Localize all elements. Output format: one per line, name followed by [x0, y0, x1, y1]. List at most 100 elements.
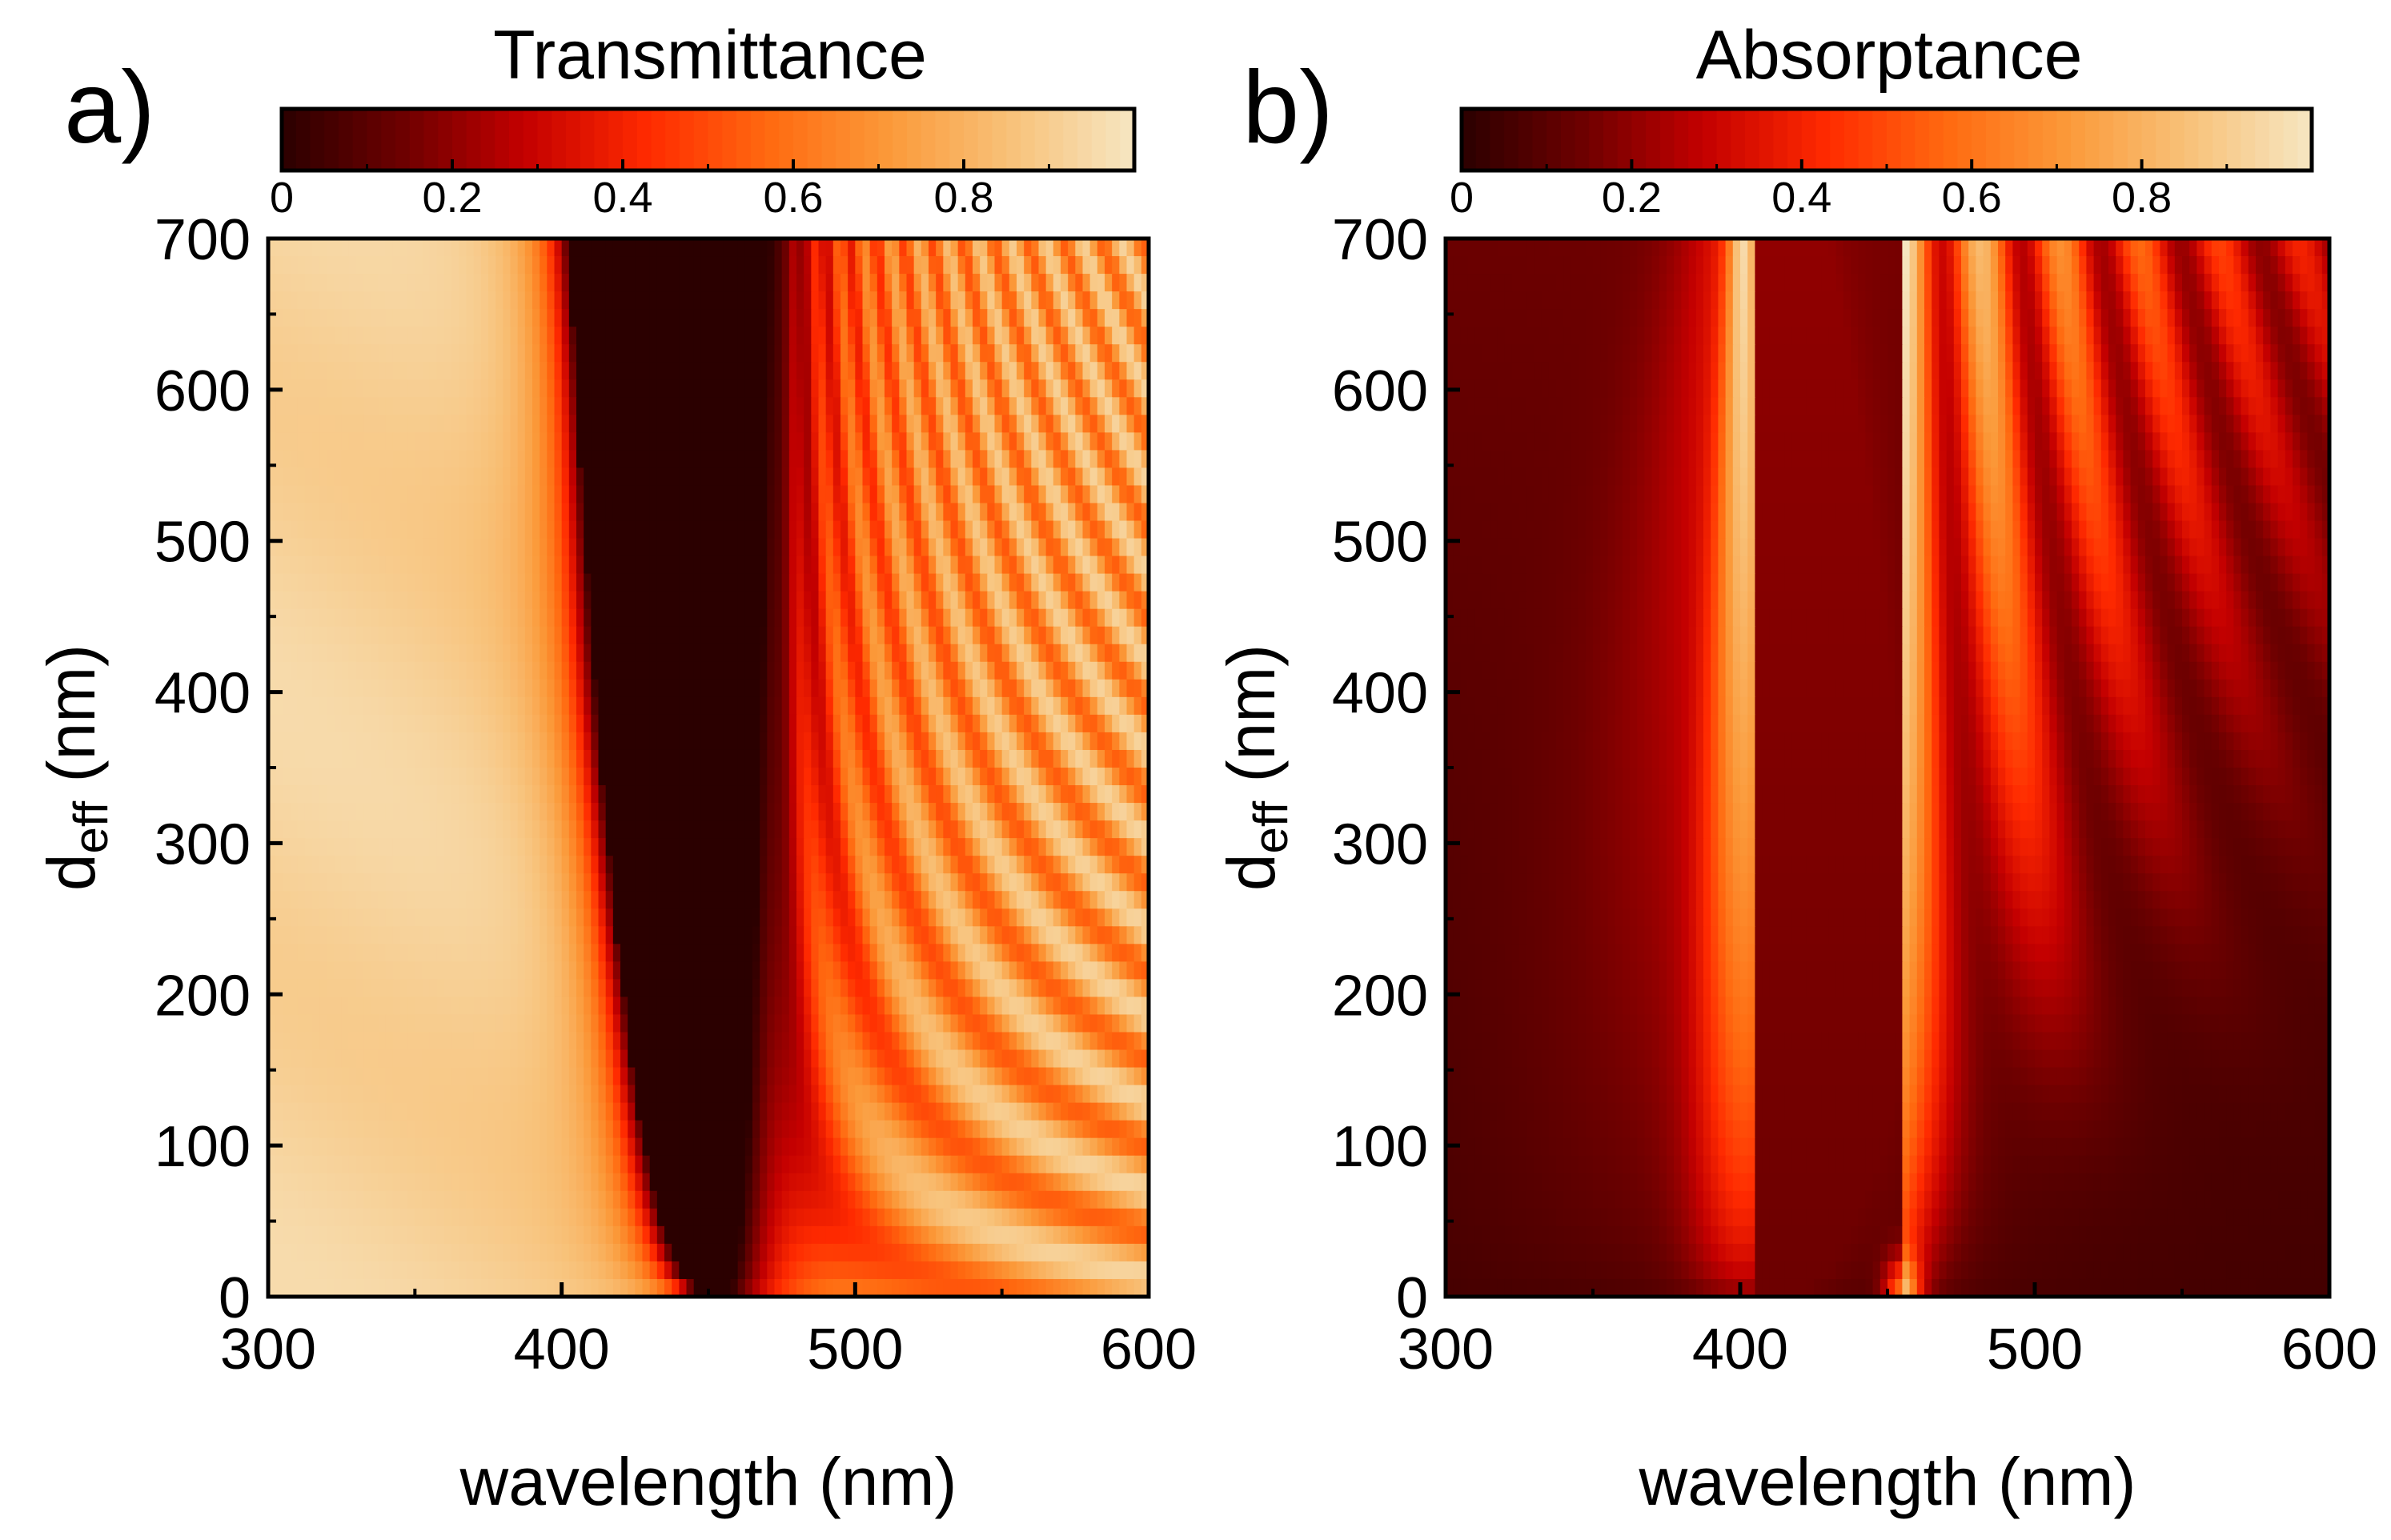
panel-a-heatmap-cell — [495, 274, 504, 292]
panel-a-heatmap-cell — [576, 432, 584, 451]
panel-a-heatmap-cell — [540, 644, 548, 663]
panel-a-heatmap-cell — [693, 256, 702, 275]
panel-a-heatmap-cell — [987, 327, 996, 345]
panel-a-heatmap-cell — [973, 891, 981, 910]
panel-a-colorbar-step — [693, 109, 709, 170]
panel-a-heatmap-cell — [392, 696, 401, 716]
panel-a-colorbar-step — [779, 109, 794, 170]
panel-a-heatmap-cell — [885, 908, 893, 928]
panel-a-heatmap-cell — [950, 239, 959, 257]
panel-a-heatmap-cell — [848, 944, 857, 963]
panel-a-heatmap-cell — [378, 450, 387, 469]
panel-a-heatmap-cell — [973, 573, 981, 592]
panel-a-heatmap-cell — [612, 291, 621, 310]
panel-a-heatmap-cell — [473, 696, 482, 716]
panel-a-heatmap-cell — [892, 908, 901, 928]
panel-a-heatmap-cell — [1089, 626, 1098, 645]
panel-a-heatmap-cell — [649, 538, 658, 557]
panel-a-heatmap-cell — [378, 732, 387, 751]
panel-a-heatmap-cell — [642, 891, 651, 910]
panel-a-heatmap-cell — [855, 432, 864, 451]
panel-a-heatmap-cell — [341, 503, 350, 522]
panel-a-heatmap-cell — [591, 926, 600, 945]
panel-a-heatmap-cell — [444, 239, 452, 257]
panel-a-heatmap-cell — [664, 644, 672, 663]
panel-a-heatmap-cell — [700, 679, 709, 698]
panel-a-heatmap-cell — [1053, 344, 1061, 363]
panel-a-heatmap-cell — [422, 891, 431, 910]
panel-a-heatmap-cell — [415, 856, 423, 874]
panel-a-heatmap-cell — [664, 503, 672, 522]
panel-a-heatmap-cell — [628, 485, 636, 504]
panel-a-heatmap-cell — [517, 327, 526, 345]
panel-a-heatmap-cell — [503, 291, 511, 310]
panel-a-heatmap-cell — [459, 768, 467, 786]
panel-a-heatmap-cell — [466, 291, 475, 310]
panel-a-heatmap-cell — [811, 714, 820, 733]
panel-a-heatmap-cell — [708, 573, 716, 592]
panel-a-heatmap-cell — [679, 432, 688, 451]
panel-a-heatmap-cell — [781, 309, 790, 327]
panel-a-heatmap-cell — [1097, 856, 1105, 874]
panel-a-heatmap-cell — [371, 256, 379, 275]
panel-a-heatmap-cell — [297, 327, 306, 345]
panel-a-heatmap-cell — [862, 803, 871, 821]
panel-a-heatmap-cell — [1089, 696, 1098, 716]
panel-a-heatmap-cell — [540, 714, 548, 733]
panel-a-heatmap-cell — [422, 591, 431, 610]
panel-a-heatmap-cell — [407, 291, 416, 310]
panel-a-heatmap-cell — [656, 785, 665, 804]
panel-a-heatmap-cell — [503, 379, 511, 399]
panel-a-heatmap-cell — [510, 520, 519, 539]
panel-a-heatmap-cell — [788, 555, 797, 575]
panel-a-heatmap-cell — [422, 485, 431, 504]
panel-a-heatmap-cell — [832, 291, 841, 310]
panel-a-heatmap-cell — [877, 679, 885, 698]
panel-a-heatmap-cell — [921, 415, 929, 434]
panel-a-heatmap-cell — [1053, 503, 1061, 522]
panel-a-heatmap-cell — [415, 785, 423, 804]
panel-a-heatmap-cell — [1045, 503, 1054, 522]
panel-a-heatmap-cell — [1105, 626, 1113, 645]
panel-a-heatmap-cell — [480, 714, 489, 733]
panel-a-heatmap-cell — [495, 362, 504, 381]
panel-a-heatmap-cell — [283, 908, 291, 928]
panel-a-heatmap-cell — [334, 450, 343, 469]
panel-a-heatmap-cell — [407, 327, 416, 345]
panel-a-heatmap-cell — [987, 696, 996, 716]
panel-a-heatmap-cell — [503, 732, 511, 751]
panel-a-heatmap-cell — [767, 944, 776, 963]
panel-a-heatmap-cell — [283, 503, 291, 522]
panel-a-heatmap-cell — [716, 520, 724, 539]
panel-a-heatmap-cell — [1068, 661, 1077, 680]
panel-a-heatmap-cell — [818, 379, 827, 399]
panel-a-heatmap-cell — [312, 397, 320, 416]
panel-a-heatmap-cell — [1082, 538, 1091, 557]
panel-a-heatmap-cell — [348, 768, 357, 786]
panel-a-heatmap-cell — [686, 661, 695, 680]
panel-a-heatmap-cell — [297, 485, 306, 504]
panel-a-heatmap-cell — [899, 274, 908, 292]
panel-a-heatmap-cell — [818, 503, 827, 522]
panel-a-heatmap-cell — [716, 891, 724, 910]
panel-a-heatmap-cell — [744, 555, 753, 575]
panel-a-heatmap-cell — [788, 644, 797, 663]
panel-a-heatmap-cell — [363, 397, 372, 416]
panel-a-heatmap-cell — [1061, 538, 1069, 557]
panel-a-heatmap-cell — [503, 803, 511, 821]
panel-a-heatmap-cell — [869, 856, 878, 874]
panel-a-heatmap-cell — [811, 450, 820, 469]
panel-a-heatmap-cell — [1119, 714, 1128, 733]
panel-a-heatmap-cell — [1031, 573, 1040, 592]
panel-a-heatmap-cell — [348, 908, 357, 928]
panel-a-heatmap-cell — [957, 926, 966, 945]
panel-a-heatmap-cell — [510, 274, 519, 292]
panel-a-heatmap-cell — [921, 274, 929, 292]
panel-a-heatmap-cell — [686, 309, 695, 327]
panel-a-heatmap-cell — [913, 467, 922, 487]
panel-a-heatmap-cell — [584, 503, 592, 522]
panel-a-heatmap-cell — [628, 467, 636, 487]
panel-a-heatmap-cell — [348, 891, 357, 910]
panel-a-heatmap-cell — [488, 274, 496, 292]
panel-a-heatmap-cell — [348, 362, 357, 381]
